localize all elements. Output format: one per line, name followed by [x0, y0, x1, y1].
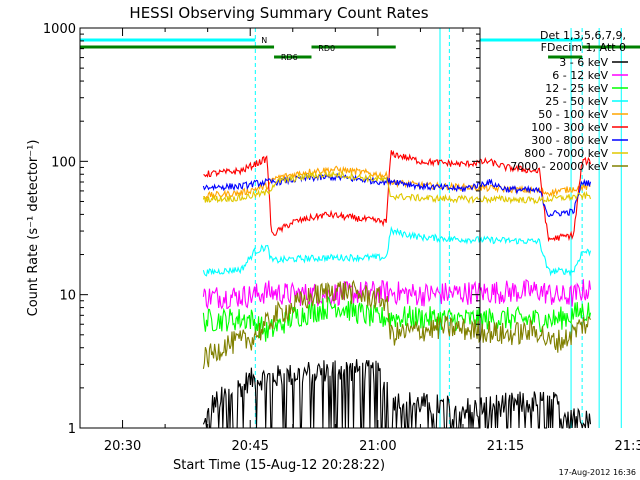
- legend-entry-label: 50 - 100 keV: [538, 108, 608, 121]
- saa2-flag-label: RD6: [281, 53, 298, 62]
- x-tick-label: 21:15: [487, 439, 524, 454]
- legend-entry-label: 25 - 50 keV: [545, 95, 608, 108]
- observing-flags: N RD0 RD6: [80, 28, 640, 428]
- y-tick-label: 10: [59, 289, 76, 304]
- legend-entry-label: 800 - 7000 keV: [524, 147, 608, 160]
- x-tick-label: 20:30: [104, 439, 141, 454]
- series-line: [202, 278, 592, 310]
- series-line: [202, 359, 592, 429]
- legend-entry-label: 6 - 12 keV: [552, 69, 608, 82]
- y-axis-label: Count Rate (s⁻¹ detector⁻¹): [26, 140, 41, 317]
- x-axis-label: Start Time (15-Aug-12 20:28:22): [173, 458, 385, 473]
- footer-date: 17-Aug-2012 16:36: [559, 468, 636, 477]
- x-tick-label: 21:00: [359, 439, 396, 454]
- legend-entry-label: 100 - 300 keV: [531, 121, 608, 134]
- legend-entry-label: 12 - 25 keV: [545, 82, 608, 95]
- chart-title: HESSI Observing Summary Count Rates: [129, 4, 428, 22]
- y-tick-label: 1000: [43, 22, 76, 37]
- series-line: [202, 170, 592, 205]
- plot-frame: [79, 27, 481, 429]
- legend-entry-label: 300 - 800 keV: [531, 134, 608, 147]
- series-line: [202, 279, 591, 369]
- series-line: [202, 295, 592, 342]
- y-axis: 1 10 100 1000: [43, 22, 480, 437]
- x-tick-label: 21:30: [614, 439, 640, 454]
- series-line: [202, 225, 592, 277]
- series-line: [202, 172, 592, 217]
- night-flag-label: N: [261, 36, 267, 45]
- y-tick-label: 100: [51, 155, 76, 170]
- legend-entry-label: 7000 - 20000 keV: [510, 160, 608, 173]
- legend-entry-label: 3 - 6 keV: [559, 56, 608, 69]
- series-layer: [202, 150, 592, 429]
- legend-header: FDecim 1, Att 0: [541, 41, 626, 54]
- series-line: [203, 150, 592, 243]
- legend-header: Det 1,3,5,6,7,9,: [540, 29, 626, 42]
- saa-flag-label: RD0: [318, 44, 335, 53]
- y-tick-label: 1: [68, 422, 76, 437]
- legend: Det 1,3,5,6,7,9,FDecim 1, Att 0 3 - 6 keV…: [510, 29, 628, 173]
- x-tick-label: 20:45: [231, 439, 268, 454]
